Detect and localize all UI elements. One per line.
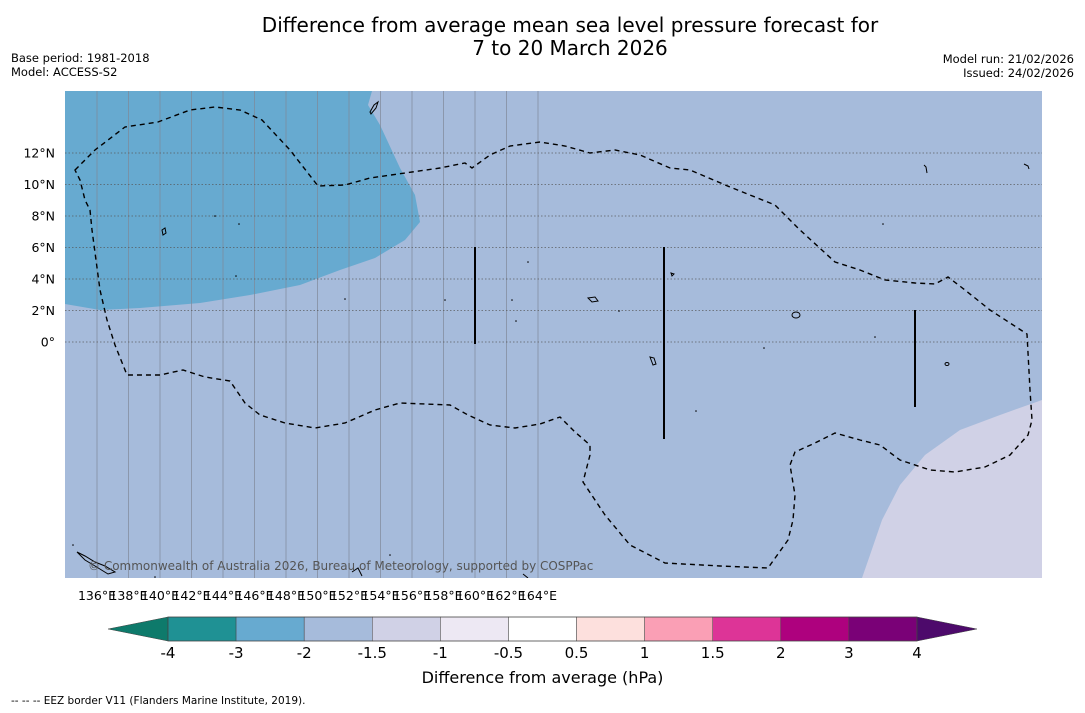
lon-tick-label: 164°E: [519, 588, 557, 603]
eez-legend-note: -- -- -- EEZ border V11 (Flanders Marine…: [11, 695, 306, 707]
colorbar-tick-label: -3: [229, 644, 244, 662]
colorbar-cell: [508, 616, 577, 642]
colorbar-cell: [780, 616, 850, 642]
colorbar-tick-label: -1.5: [358, 644, 387, 662]
base-info: Base period: 1981-2018 Model: ACCESS-S2: [11, 51, 150, 79]
lon-tick-label: 148°E: [267, 588, 305, 603]
anomaly-fill-minus1-minus0p5: [862, 400, 1042, 578]
lat-tick-label: 8°N: [31, 209, 55, 224]
colorbar-cell: [644, 616, 713, 642]
colorbar-under-triangle: [107, 616, 169, 642]
colorbar-cell: [712, 616, 782, 642]
lon-tick-label: 162°E: [487, 588, 525, 603]
lon-tick-label: 140°E: [141, 588, 179, 603]
colorbar-cell: [440, 616, 509, 642]
colorbar-tick-label: 4: [912, 644, 922, 662]
model-run-label: Model run: 21/02/2026: [942, 52, 1074, 66]
lat-tick-label: 4°N: [31, 272, 55, 287]
colorbar-cell: [167, 616, 237, 642]
lat-tick-label: 12°N: [23, 146, 55, 161]
lon-tick-label: 152°E: [330, 588, 368, 603]
issued-label: Issued: 24/02/2026: [963, 66, 1074, 80]
islands: [76, 100, 1030, 578]
lon-tick-label: 150°E: [298, 588, 336, 603]
chart-title: Difference from average mean sea level p…: [0, 14, 1085, 60]
colorbar-tick-label: -2: [297, 644, 312, 662]
longitude-labels: 136°E138°E140°E142°E144°E146°E148°E150°E…: [78, 588, 557, 603]
lon-tick-label: 160°E: [456, 588, 494, 603]
run-info: Model run: 21/02/2026 Issued: 24/02/2026: [943, 52, 1074, 80]
eez-border: [74, 106, 1033, 569]
colorbar-tick-label: 3: [844, 644, 854, 662]
colorbar-tick-label: 1: [640, 644, 650, 662]
lon-tick-label: 158°E: [424, 588, 462, 603]
colorbar: -4 -3 -2 -1.5 -1 -0.5 0.5 1 1.5 2 3 4: [107, 616, 978, 662]
lon-tick-label: 142°E: [172, 588, 210, 603]
colorbar-tick-label: 2: [776, 644, 786, 662]
lat-tick-label: 10°N: [23, 177, 55, 192]
colorbar-tick-label: 1.5: [701, 644, 725, 662]
lat-tick-label: 0°: [41, 335, 55, 350]
lat-tick-label: 6°N: [31, 240, 55, 255]
title-line-1: Difference from average mean sea level p…: [261, 13, 879, 37]
colorbar-cell: [372, 616, 441, 642]
colorbar-tick-label: -1: [433, 644, 448, 662]
colorbar-over-triangle: [916, 616, 978, 642]
lon-tick-label: 156°E: [393, 588, 431, 603]
lon-tick-label: 136°E: [78, 588, 116, 603]
colorbar-tick-label: 0.5: [565, 644, 589, 662]
model-label: Model: ACCESS-S2: [11, 65, 118, 79]
colorbar-cell: [235, 616, 305, 642]
colorbar-cell: [848, 616, 918, 642]
colorbar-cell: [303, 616, 373, 642]
anomaly-fill-minus3-minus1p5: [65, 91, 420, 310]
lon-tick-label: 138°E: [109, 588, 147, 603]
lon-tick-label: 146°E: [235, 588, 273, 603]
lon-tick-label: 144°E: [204, 588, 242, 603]
boundary-lines: [474, 247, 916, 439]
colorbar-tick-label: -4: [161, 644, 176, 662]
title-line-2: 7 to 20 March 2026: [472, 36, 668, 60]
colorbar-title: Difference from average (hPa): [421, 668, 664, 687]
colorbar-cell: [576, 616, 645, 642]
latitude-labels: 12°N 10°N 8°N 6°N 4°N 2°N 0°: [23, 146, 55, 350]
colorbar-tick-label: -0.5: [494, 644, 523, 662]
lon-tick-label: 154°E: [361, 588, 399, 603]
island-dots: [72, 215, 884, 578]
base-period-label: Base period: 1981-2018: [11, 51, 150, 65]
lat-tick-label: 2°N: [31, 303, 55, 318]
copyright-text: © Commonwealth of Australia 2026, Bureau…: [88, 559, 593, 573]
